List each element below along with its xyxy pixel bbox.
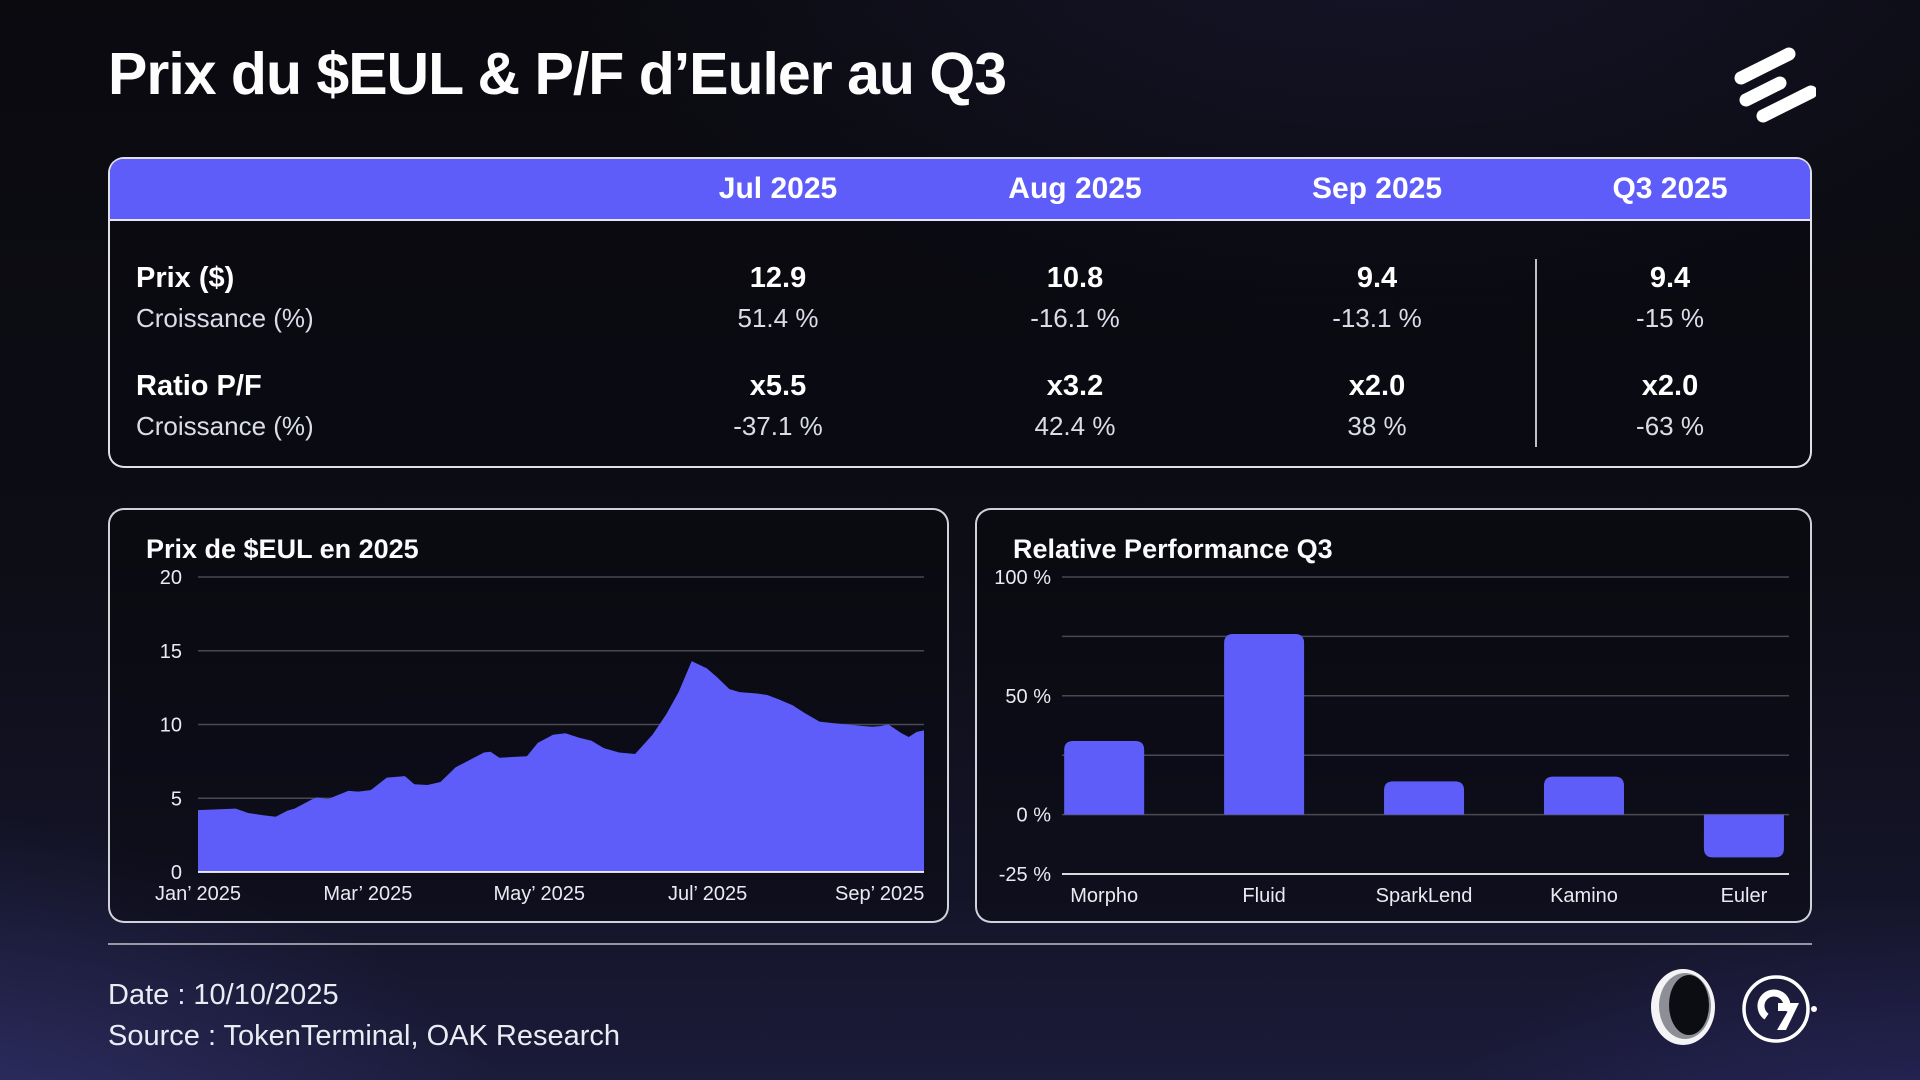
svg-text:15: 15 — [160, 641, 182, 663]
svg-text:Sep’ 2025: Sep’ 2025 — [835, 883, 924, 905]
table-value: 9.4 — [1356, 261, 1398, 294]
svg-text:Mar’ 2025: Mar’ 2025 — [323, 883, 412, 905]
footer-date: Date : 10/10/2025 — [108, 979, 339, 1011]
col-header: Q3 2025 — [1612, 172, 1728, 205]
table-value: 51.4 % — [737, 302, 819, 333]
col-header: Sep 2025 — [1311, 172, 1443, 205]
col-header: Jul 2025 — [718, 172, 838, 205]
svg-text:Fluid: Fluid — [1242, 885, 1285, 907]
table-row: Croissance (%) 51.4 % -16.1 % -13.1 % -1… — [110, 299, 1810, 337]
row-label: Croissance (%) — [136, 410, 314, 441]
table-value: x2.0 — [1641, 369, 1699, 402]
footer-source: Source : TokenTerminal, OAK Research — [108, 1020, 621, 1052]
table-row: Prix ($) 12.9 10.8 9.4 9.4 — [110, 259, 1810, 297]
table-value: 38 % — [1347, 410, 1407, 441]
page-title: Prix du $EUL & P/F d’Euler au Q3 — [108, 41, 1007, 107]
svg-text:SparkLend: SparkLend — [1376, 885, 1473, 907]
svg-text:Kamino: Kamino — [1550, 885, 1618, 907]
svg-text:May’ 2025: May’ 2025 — [493, 883, 585, 905]
svg-text:Jan’ 2025: Jan’ 2025 — [155, 883, 241, 905]
table-row: Ratio P/F x5.5 x3.2 x2.0 x2.0 — [110, 367, 1810, 405]
table-value: 42.4 % — [1034, 410, 1116, 441]
table-value: x2.0 — [1348, 369, 1406, 402]
table-value: -13.1 % — [1332, 302, 1422, 333]
svg-text:Euler: Euler — [1721, 885, 1768, 907]
bar-chart-title: Relative Performance Q3 — [1013, 534, 1333, 564]
price-area-chart-card: Prix de $EUL en 2025 0 5 10 15 20 Jan’ 2025 Ma… — [108, 508, 949, 923]
svg-text:100 %: 100 % — [994, 567, 1051, 589]
table-row: Croissance (%) -37.1 % 42.4 % 38 % -63 % — [110, 407, 1810, 445]
q3-column-divider — [1535, 259, 1537, 447]
table-value: x3.2 — [1046, 369, 1104, 402]
svg-text:-25 %: -25 % — [999, 864, 1051, 886]
performance-bar-chart-card: Relative Performance Q3 100 % 50 % 0 % -25 … — [975, 508, 1812, 923]
col-header: Aug 2025 — [1008, 172, 1142, 205]
table-value: 10.8 — [1046, 261, 1104, 294]
svg-text:Morpho: Morpho — [1070, 885, 1138, 907]
table-value: -63 % — [1636, 410, 1704, 441]
price-area-chart: 0 5 10 15 20 Jan’ 2025 Mar’ 2025 May’ 2025 Jul’ … — [155, 567, 924, 905]
table-value: 12.9 — [749, 261, 807, 294]
performance-bar-chart: 100 % 50 % 0 % -25 % Morpho Fluid SparkLend Kam… — [994, 567, 1789, 907]
summary-table: Jul 2025 Aug 2025 Sep 2025 Q3 2025 Prix … — [108, 157, 1812, 468]
row-label: Prix ($) — [136, 261, 235, 294]
euler-stripes-logo-icon — [1734, 47, 1816, 123]
svg-text:0: 0 — [171, 862, 182, 884]
table-value: -16.1 % — [1030, 302, 1120, 333]
svg-text:Jul’ 2025: Jul’ 2025 — [668, 883, 747, 905]
table-value: -37.1 % — [733, 410, 823, 441]
table-header-row: Jul 2025 Aug 2025 Sep 2025 Q3 2025 — [110, 159, 1810, 221]
table-value: x5.5 — [749, 369, 807, 402]
row-label: Croissance (%) — [136, 302, 314, 333]
svg-text:20: 20 — [160, 567, 182, 589]
oak-ring-logo-icon — [1651, 969, 1715, 1045]
footer-divider — [108, 943, 1812, 945]
g7-circle-logo-icon — [1742, 975, 1817, 1043]
row-label: Ratio P/F — [136, 369, 262, 402]
area-chart-title: Prix de $EUL en 2025 — [146, 534, 419, 564]
table-value: 9.4 — [1649, 261, 1691, 294]
table-value: -15 % — [1636, 302, 1704, 333]
svg-text:50 %: 50 % — [1005, 686, 1051, 708]
svg-text:10: 10 — [160, 715, 182, 737]
svg-text:5: 5 — [171, 788, 182, 810]
svg-text:0 %: 0 % — [1017, 805, 1052, 827]
